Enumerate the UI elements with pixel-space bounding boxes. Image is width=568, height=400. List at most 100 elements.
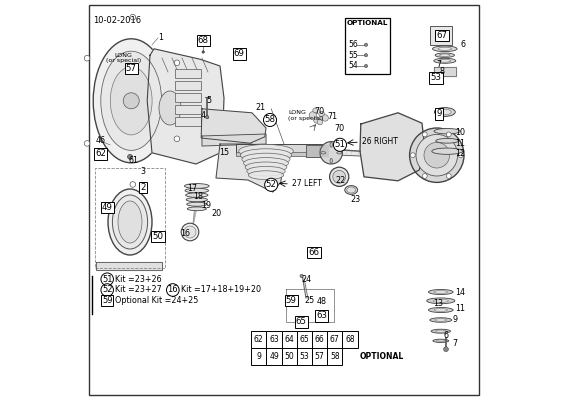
Circle shape <box>423 132 427 137</box>
Ellipse shape <box>435 108 455 116</box>
Text: 57: 57 <box>315 352 324 361</box>
Circle shape <box>309 112 316 119</box>
Text: 6: 6 <box>443 331 448 340</box>
Text: LONG
(or special): LONG (or special) <box>106 53 141 63</box>
Ellipse shape <box>347 187 356 193</box>
Text: 70: 70 <box>334 124 344 133</box>
Text: 10: 10 <box>456 128 466 137</box>
Text: 52: 52 <box>102 286 112 294</box>
Text: 59: 59 <box>102 296 112 305</box>
Ellipse shape <box>108 189 152 255</box>
Text: 67: 67 <box>436 31 448 40</box>
Text: 53: 53 <box>431 74 441 82</box>
Text: 66: 66 <box>315 335 324 344</box>
Text: 70: 70 <box>314 107 324 116</box>
Bar <box>297 331 312 348</box>
Text: 23: 23 <box>350 195 360 204</box>
Ellipse shape <box>434 58 456 63</box>
Ellipse shape <box>239 144 293 158</box>
Circle shape <box>329 167 349 186</box>
Text: 22: 22 <box>335 176 345 185</box>
Text: 63: 63 <box>316 312 327 320</box>
Text: Optional Kit =24+25: Optional Kit =24+25 <box>115 296 199 305</box>
Ellipse shape <box>185 184 209 188</box>
Text: 14: 14 <box>456 288 466 297</box>
Ellipse shape <box>431 329 450 333</box>
Polygon shape <box>434 67 456 76</box>
Bar <box>312 348 327 365</box>
Ellipse shape <box>430 318 452 322</box>
Text: 9: 9 <box>256 352 261 361</box>
Text: 50: 50 <box>152 232 164 241</box>
Text: 3: 3 <box>141 167 146 176</box>
Text: 17: 17 <box>187 184 197 193</box>
Text: LONG
(or special): LONG (or special) <box>288 110 323 120</box>
Bar <box>175 93 201 102</box>
Circle shape <box>123 93 139 109</box>
Bar <box>282 348 297 365</box>
Ellipse shape <box>433 299 449 302</box>
Circle shape <box>365 43 367 46</box>
Text: 48: 48 <box>317 297 327 306</box>
Text: 9: 9 <box>452 316 458 324</box>
Bar <box>251 348 266 365</box>
Circle shape <box>300 274 303 278</box>
Bar <box>297 348 312 365</box>
Polygon shape <box>201 109 266 143</box>
Text: 68: 68 <box>345 335 355 344</box>
Text: 65: 65 <box>296 318 307 326</box>
Circle shape <box>181 223 199 241</box>
Circle shape <box>174 136 179 142</box>
Circle shape <box>130 14 136 20</box>
Text: 56: 56 <box>349 40 358 49</box>
Circle shape <box>423 174 427 178</box>
Text: 54: 54 <box>349 62 358 70</box>
Ellipse shape <box>438 47 452 50</box>
Text: 16: 16 <box>168 286 178 294</box>
Text: 71: 71 <box>327 112 337 121</box>
Text: 58: 58 <box>265 116 275 124</box>
Circle shape <box>411 153 415 158</box>
Circle shape <box>458 153 463 158</box>
Circle shape <box>416 134 458 176</box>
Ellipse shape <box>185 188 208 193</box>
Ellipse shape <box>244 158 289 169</box>
Ellipse shape <box>440 54 450 56</box>
Text: 25: 25 <box>305 296 315 305</box>
Ellipse shape <box>321 152 325 154</box>
Ellipse shape <box>435 319 447 321</box>
Text: 11: 11 <box>456 304 466 313</box>
Ellipse shape <box>245 162 287 172</box>
Ellipse shape <box>432 148 462 154</box>
Text: 21: 21 <box>255 103 265 112</box>
Bar <box>282 331 297 348</box>
Ellipse shape <box>433 339 449 342</box>
Ellipse shape <box>436 138 458 143</box>
Polygon shape <box>202 134 266 146</box>
Bar <box>175 105 201 114</box>
Text: 12: 12 <box>456 150 466 158</box>
Ellipse shape <box>436 340 445 342</box>
Ellipse shape <box>345 186 358 194</box>
Ellipse shape <box>247 166 285 176</box>
Text: 46: 46 <box>96 136 106 145</box>
Text: Kit =23+27: Kit =23+27 <box>115 286 162 294</box>
Circle shape <box>184 226 196 238</box>
Polygon shape <box>216 144 282 192</box>
Text: 13: 13 <box>433 299 443 308</box>
Ellipse shape <box>434 128 461 134</box>
Bar <box>312 331 327 348</box>
Ellipse shape <box>186 193 208 197</box>
Text: 52: 52 <box>266 180 277 189</box>
Circle shape <box>128 154 132 159</box>
Text: 68: 68 <box>198 36 208 45</box>
Ellipse shape <box>240 149 291 162</box>
Text: 1: 1 <box>158 34 163 42</box>
Circle shape <box>446 174 451 178</box>
Text: 10-02-2016: 10-02-2016 <box>93 16 141 25</box>
Text: 59: 59 <box>286 296 296 305</box>
Text: 63: 63 <box>269 335 279 344</box>
Ellipse shape <box>427 298 455 304</box>
Text: 53: 53 <box>299 352 309 361</box>
Text: 7: 7 <box>452 339 458 348</box>
